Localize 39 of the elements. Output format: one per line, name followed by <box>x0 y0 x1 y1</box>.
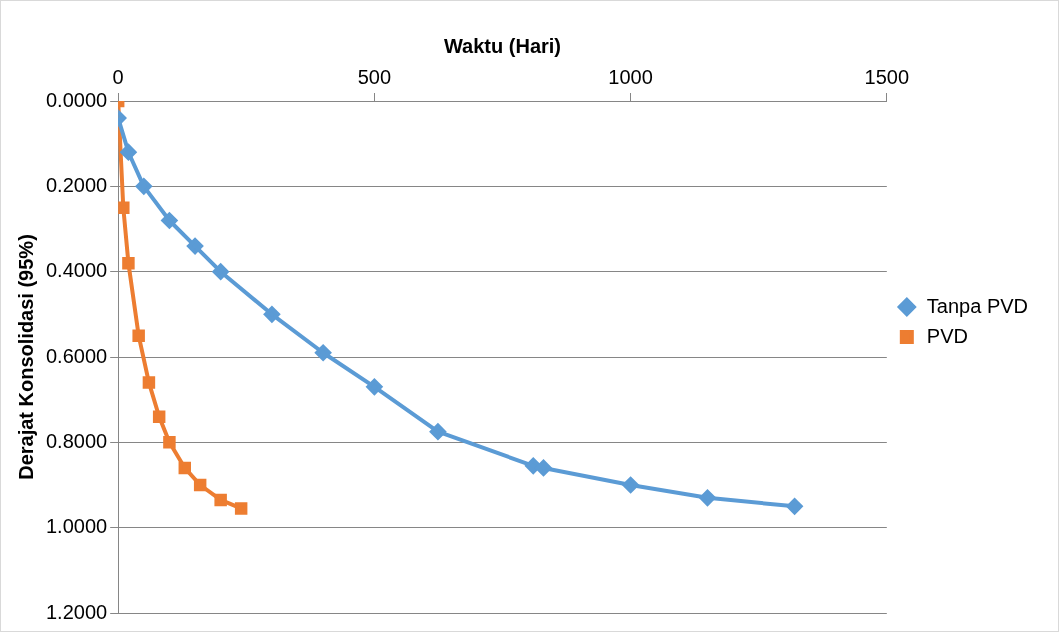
y-tick-label: 0.8000 <box>46 429 108 452</box>
y-tick-label: 0.6000 <box>46 344 108 367</box>
point <box>135 178 152 195</box>
point <box>212 263 229 280</box>
point <box>118 201 130 214</box>
point <box>187 238 204 255</box>
point <box>786 498 803 515</box>
y-tick-label: 1.2000 <box>46 600 108 623</box>
point <box>315 344 332 361</box>
x-axis-title: Waktu (Hari) <box>443 34 562 57</box>
point <box>525 457 542 474</box>
x-tick-label: 500 <box>357 65 392 88</box>
point <box>366 378 383 395</box>
point <box>161 212 178 229</box>
x-tick-label: 0 <box>112 65 124 88</box>
point <box>214 493 227 507</box>
point <box>120 144 137 161</box>
point <box>263 306 280 323</box>
point <box>152 410 166 423</box>
y-tick-label: 0.0000 <box>46 88 108 111</box>
point <box>234 502 248 515</box>
legend-label: Tanpa PVD <box>926 294 1028 317</box>
x-tick-label: 1000 <box>608 65 653 88</box>
point <box>178 461 192 475</box>
legend-label: PVD <box>926 324 968 347</box>
y-tick-label: 0.4000 <box>46 259 108 282</box>
point <box>122 256 135 270</box>
point <box>429 423 446 440</box>
point <box>622 477 639 493</box>
x-tick-label: 1500 <box>864 65 910 88</box>
point <box>699 489 716 506</box>
y-tick-label: 1.0000 <box>46 515 108 538</box>
y-tick-label: 0.2000 <box>46 173 108 196</box>
point <box>132 329 145 342</box>
point <box>142 376 156 389</box>
point <box>193 478 207 492</box>
point <box>535 459 552 476</box>
point <box>163 436 176 449</box>
y-axis-title: Derajat Konsolidasi (95%) <box>14 234 37 480</box>
